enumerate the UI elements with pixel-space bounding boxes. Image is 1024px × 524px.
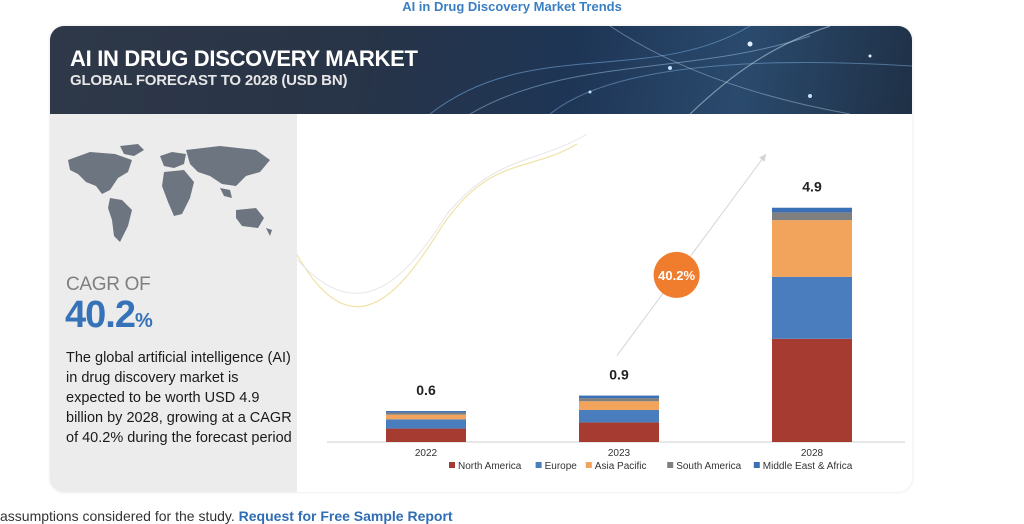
- bar-segment-2023-asia-pacific: [579, 401, 659, 411]
- decorative-curve: [297, 143, 578, 308]
- growth-trend-arrowhead: [759, 154, 766, 162]
- bar-segment-2023-europe: [579, 410, 659, 423]
- decorative-curve-2: [297, 133, 588, 294]
- legend-label: Asia Pacific: [595, 461, 647, 472]
- legend-swatch: [585, 462, 592, 468]
- x-tick-label: 2023: [608, 448, 631, 459]
- chart-area: 0.6 2022 0.9 2023 4.9 2028 40.2% North Americ…: [297, 114, 912, 492]
- bar-total-label: 4.9: [802, 179, 822, 195]
- legend-label: Europe: [545, 461, 578, 472]
- banner-network-graphic: [429, 26, 912, 114]
- banner-subtitle: GLOBAL FORECAST TO 2028 (USD BN): [70, 72, 348, 89]
- bar-segment-2022-europe: [386, 419, 466, 429]
- legend-swatch: [535, 462, 542, 468]
- header-banner: AI IN DRUG DISCOVERY MARKET GLOBAL FOREC…: [50, 26, 912, 114]
- world-map-icon: [68, 144, 272, 242]
- bar-segment-2023-middle-east-africa: [579, 395, 659, 399]
- legend-label: North America: [458, 461, 522, 472]
- legend-swatch: [753, 462, 760, 468]
- cagr-badge-label: 40.2%: [658, 268, 695, 283]
- bar-segment-2022-north-america: [386, 428, 466, 442]
- bar-segment-2028-north-america: [772, 338, 852, 442]
- bar-segment-2028-middle-east-africa: [772, 207, 852, 213]
- bar-segment-2023-north-america: [579, 422, 659, 442]
- bar-segment-2028-south-america: [772, 212, 852, 221]
- growth-trend-line: [616, 153, 767, 356]
- cagr-badge-circle: [653, 251, 700, 298]
- legend-swatch: [449, 462, 455, 468]
- banner-title: AI IN DRUG DISCOVERY MARKET: [70, 46, 418, 71]
- bar-segment-2028-europe: [772, 276, 852, 339]
- summary-panel: CAGR OF 40.2% The global artificial inte…: [50, 114, 297, 492]
- legend-label: South America: [676, 461, 741, 472]
- sample-report-link[interactable]: Request for Free Sample Report: [238, 508, 453, 524]
- cagr-unit: %: [134, 310, 153, 332]
- cagr-value: 40.2%: [65, 294, 153, 337]
- x-tick-label: 2028: [801, 448, 824, 459]
- footer-note: assumptions considered for the study. Re…: [0, 508, 453, 524]
- cagr-badge: 40.2%: [653, 251, 700, 298]
- x-tick-label: 2022: [415, 448, 438, 459]
- bar-segment-2028-asia-pacific: [772, 220, 852, 277]
- market-description: The global artificial intelligence (AI) …: [66, 350, 292, 446]
- bar-total-label: 0.9: [609, 367, 629, 383]
- bar-segment-2022-south-america: [386, 412, 466, 415]
- bar-total-label: 0.6: [416, 382, 436, 398]
- bar-segment-2022-asia-pacific: [386, 414, 466, 420]
- legend-label: Middle East & Africa: [763, 461, 853, 472]
- chart-legend: North America Europe Asia Pacific South Ame…: [449, 461, 853, 472]
- footer-text: assumptions considered for the study.: [0, 508, 239, 524]
- cagr-label: CAGR OF: [66, 274, 151, 295]
- stacked-bar-chart: 0.6 2022 0.9 2023 4.9 2028 40.2% North Americ…: [297, 133, 905, 472]
- bar-segment-2023-south-america: [579, 398, 659, 402]
- infographic-card: AI IN DRUG DISCOVERY MARKET GLOBAL FOREC…: [50, 26, 912, 492]
- cagr-number: 40.2: [65, 294, 136, 336]
- page-heading-link[interactable]: AI in Drug Discovery Market Trends: [402, 0, 622, 14]
- legend-swatch: [667, 462, 674, 468]
- bar-segment-2022-middle-east-africa: [386, 411, 466, 413]
